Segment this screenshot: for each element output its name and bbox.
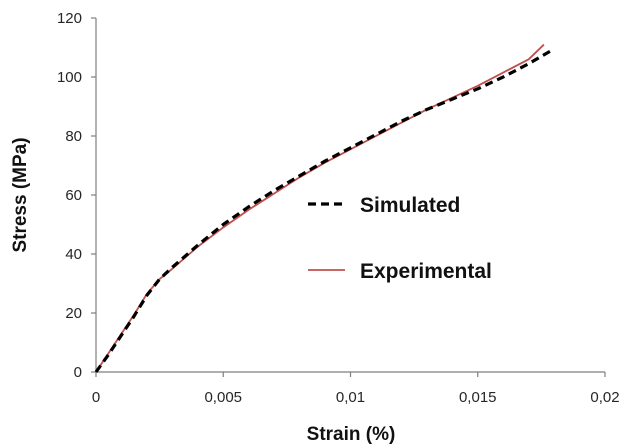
y-tick-label: 120 — [57, 10, 82, 27]
x-tick-labels: 0 0,005 0,01 0,015 0,02 — [92, 389, 620, 406]
y-tick-label: 40 — [65, 246, 82, 263]
y-tick-label: 100 — [57, 69, 82, 86]
legend-experimental-label: Experimental — [360, 260, 492, 283]
y-tick-label: 80 — [65, 128, 82, 145]
x-axis-title: Strain (%) — [307, 424, 396, 445]
experimental-series-line — [95, 43, 545, 373]
y-tick-label: 20 — [65, 305, 82, 322]
y-tick-label: 0 — [74, 364, 82, 381]
tick-marks — [91, 17, 606, 377]
y-tick-label: 60 — [65, 187, 82, 204]
legend-simulated-label: Simulated — [360, 194, 460, 217]
x-tick-label: 0,005 — [204, 389, 242, 406]
simulated-series-line — [94, 47, 555, 373]
axes — [95, 18, 605, 373]
series-lines — [94, 43, 555, 373]
y-tick-labels: 0 20 40 60 80 100 120 — [57, 10, 82, 381]
x-tick-label: 0,01 — [336, 389, 365, 406]
x-tick-label: 0 — [92, 389, 100, 406]
x-tick-label: 0,02 — [590, 389, 619, 406]
legend: Simulated Experimental — [308, 194, 492, 283]
x-tick-label: 0,015 — [459, 389, 497, 406]
y-axis-title: Stress (MPa) — [10, 137, 31, 252]
